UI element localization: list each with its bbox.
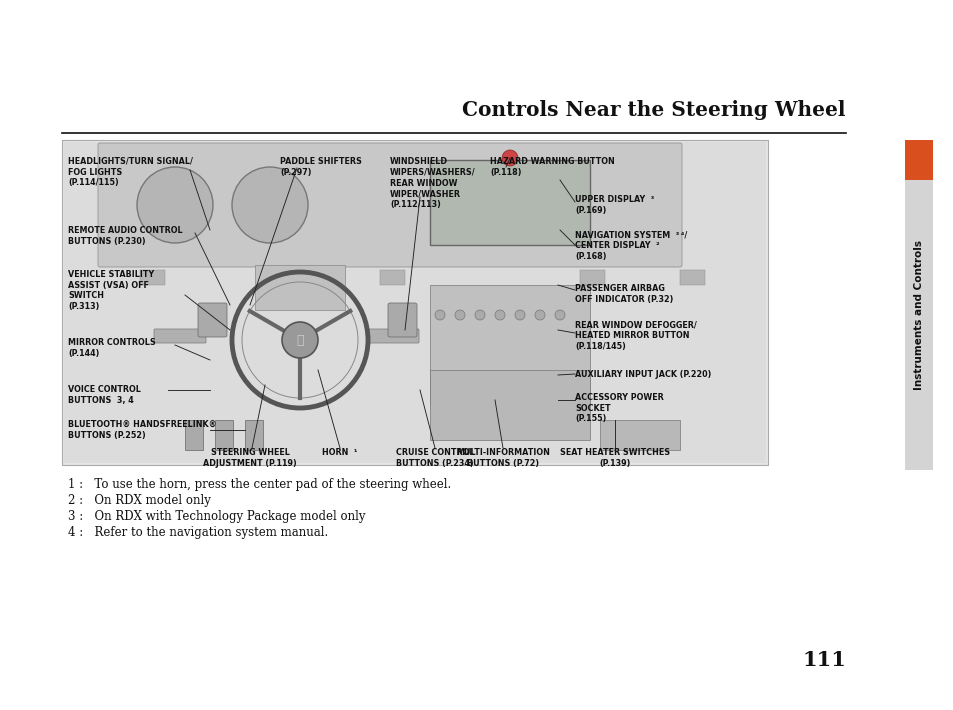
Text: VOICE CONTROL
BUTTONS  3, 4: VOICE CONTROL BUTTONS 3, 4 [68, 385, 141, 405]
Bar [579, 270, 604, 285]
Text: SEAT HEATER SWITCHES
(P.139): SEAT HEATER SWITCHES (P.139) [559, 448, 669, 468]
Text: 2 :   On RDX model only: 2 : On RDX model only [68, 494, 211, 507]
Bar [214, 420, 233, 450]
Bar [904, 140, 932, 180]
Circle shape [495, 310, 504, 320]
Circle shape [501, 150, 517, 166]
Circle shape [435, 310, 444, 320]
Bar [430, 285, 589, 405]
Bar [62, 140, 767, 465]
Text: MULTI-INFORMATION
BUTTONS (P.72): MULTI-INFORMATION BUTTONS (P.72) [456, 448, 549, 468]
Text: Controls Near the Steering Wheel: Controls Near the Steering Wheel [462, 100, 845, 120]
FancyBboxPatch shape [98, 143, 681, 267]
Circle shape [137, 167, 213, 243]
Text: Ⓐ: Ⓐ [296, 334, 303, 346]
Text: VEHICLE STABILITY
ASSIST (VSA) OFF
SWITCH
(P.313): VEHICLE STABILITY ASSIST (VSA) OFF SWITC… [68, 270, 154, 311]
Circle shape [535, 310, 544, 320]
Bar [430, 160, 589, 245]
Text: AUXILIARY INPUT JACK (P.220): AUXILIARY INPUT JACK (P.220) [575, 370, 711, 379]
Bar [245, 420, 263, 450]
FancyBboxPatch shape [388, 303, 416, 337]
Text: CRUISE CONTROL
BUTTONS (P.234): CRUISE CONTROL BUTTONS (P.234) [395, 448, 474, 468]
FancyBboxPatch shape [153, 329, 206, 343]
Bar [140, 270, 165, 285]
Circle shape [555, 310, 564, 320]
Text: REMOTE AUDIO CONTROL
BUTTONS (P.230): REMOTE AUDIO CONTROL BUTTONS (P.230) [68, 226, 182, 246]
Text: HAZARD WARNING BUTTON
(P.118): HAZARD WARNING BUTTON (P.118) [490, 157, 614, 177]
Text: UPPER DISPLAY  ³
(P.169): UPPER DISPLAY ³ (P.169) [575, 195, 654, 214]
Bar [904, 140, 932, 470]
Bar [185, 420, 203, 450]
Text: HEADLIGHTS/TURN SIGNAL/
FOG LIGHTS
(P.114/115): HEADLIGHTS/TURN SIGNAL/ FOG LIGHTS (P.11… [68, 157, 193, 187]
Text: NAVIGATION SYSTEM  ³ ⁴/
CENTER DISPLAY  ²
(P.168): NAVIGATION SYSTEM ³ ⁴/ CENTER DISPLAY ² … [575, 230, 686, 261]
Text: BLUETOOTH® HANDSFREELINK®
BUTTONS (P.252): BLUETOOTH® HANDSFREELINK® BUTTONS (P.252… [68, 420, 216, 439]
Text: WINDSHIELD
WIPERS/WASHERS/
REAR WINDOW
WIPER/WASHER
(P.112/113): WINDSHIELD WIPERS/WASHERS/ REAR WINDOW W… [390, 157, 476, 209]
Text: STEERING WHEEL
ADJUSTMENT (P.119): STEERING WHEEL ADJUSTMENT (P.119) [203, 448, 296, 468]
Circle shape [455, 310, 464, 320]
Text: Instruments and Controls: Instruments and Controls [913, 240, 923, 390]
Bar [599, 420, 679, 450]
Circle shape [515, 310, 524, 320]
Text: 1 :   To use the horn, press the center pad of the steering wheel.: 1 : To use the horn, press the center pa… [68, 478, 451, 491]
Text: 3 :   On RDX with Technology Package model only: 3 : On RDX with Technology Package model… [68, 510, 365, 523]
Bar [379, 270, 405, 285]
Circle shape [232, 167, 308, 243]
Text: HORN  ¹: HORN ¹ [322, 448, 357, 457]
Circle shape [475, 310, 484, 320]
Bar [254, 265, 345, 310]
FancyBboxPatch shape [367, 329, 418, 343]
FancyBboxPatch shape [198, 303, 227, 337]
Text: PASSENGER AIRBAG
OFF INDICATOR (P.32): PASSENGER AIRBAG OFF INDICATOR (P.32) [575, 284, 673, 304]
Text: MIRROR CONTROLS
(P.144): MIRROR CONTROLS (P.144) [68, 338, 155, 358]
Bar [679, 270, 704, 285]
Text: 111: 111 [801, 650, 845, 670]
Text: 4 :   Refer to the navigation system manual.: 4 : Refer to the navigation system manua… [68, 526, 328, 539]
Text: REAR WINDOW DEFOGGER/
HEATED MIRROR BUTTON
(P.118/145): REAR WINDOW DEFOGGER/ HEATED MIRROR BUTT… [575, 320, 696, 351]
Circle shape [282, 322, 317, 358]
Bar [64, 142, 765, 463]
Text: ACCESSORY POWER
SOCKET
(P.155): ACCESSORY POWER SOCKET (P.155) [575, 393, 663, 423]
Text: PADDLE SHIFTERS
(P.297): PADDLE SHIFTERS (P.297) [280, 157, 361, 177]
Bar [430, 370, 589, 440]
